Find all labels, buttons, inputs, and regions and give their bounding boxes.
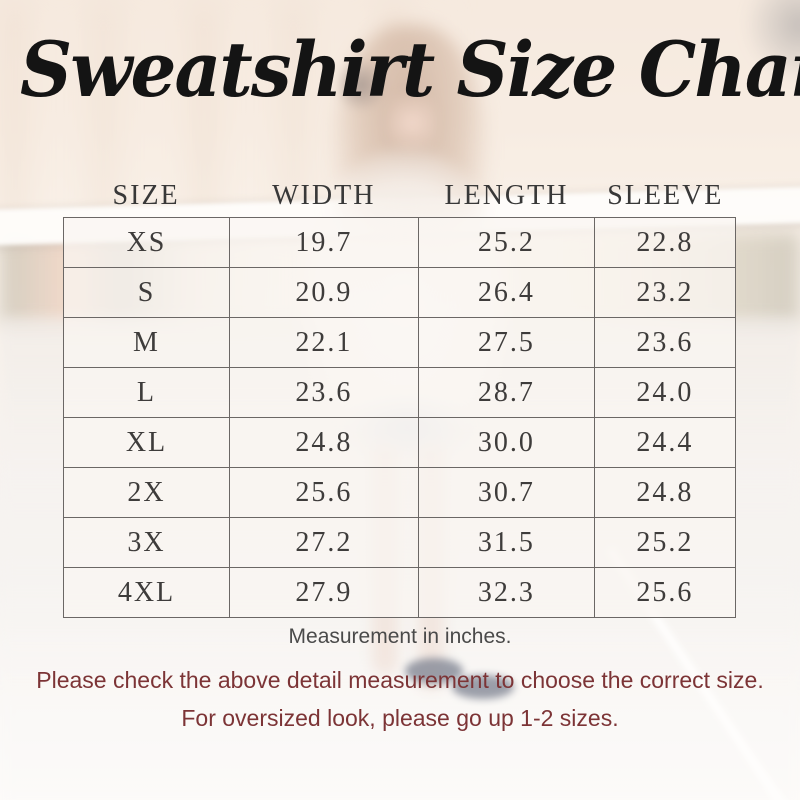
column-header-width: WIDTH [272, 180, 376, 211]
table-row: L 23.6 28.7 24.0 [63, 367, 737, 418]
table-column-headers: SIZE WIDTH LENGTH SLEEVE [63, 180, 736, 212]
cell-length: 32.3 [417, 567, 595, 618]
cell-length: 28.7 [417, 367, 595, 418]
cell-size: M [63, 317, 230, 368]
size-advice-note: Please check the above detail measuremen… [36, 667, 764, 693]
oversized-advice-note: For oversized look, please go up 1-2 siz… [181, 705, 619, 731]
cell-length: 26.4 [417, 267, 595, 318]
woman-face [388, 85, 436, 160]
cell-width: 19.7 [228, 217, 419, 268]
size-table: XS 19.7 25.2 22.8 S 20.9 26.4 23.2 M 22.… [63, 217, 737, 618]
cell-sleeve: 24.4 [593, 417, 737, 468]
cell-sleeve: 25.2 [593, 517, 737, 568]
cell-size: XS [63, 217, 230, 268]
cell-size: S [63, 267, 230, 318]
table-row: 2X 25.6 30.7 24.8 [63, 467, 737, 518]
column-header-size: SIZE [112, 180, 180, 211]
cell-size: 3X [63, 517, 230, 568]
cell-width: 20.9 [228, 267, 419, 318]
cell-size: 4XL [63, 567, 230, 618]
cell-length: 30.7 [417, 467, 595, 518]
cell-size: L [63, 367, 230, 418]
cell-length: 31.5 [417, 517, 595, 568]
cell-length: 25.2 [417, 217, 595, 268]
table-row: 4XL 27.9 32.3 25.6 [63, 567, 737, 618]
column-header-sleeve: SLEEVE [607, 180, 724, 211]
woman-right-shoe [452, 675, 514, 699]
table-row: XL 24.8 30.0 24.4 [63, 417, 737, 468]
cell-sleeve: 23.2 [593, 267, 737, 318]
cell-width: 27.2 [228, 517, 419, 568]
cell-sleeve: 24.0 [593, 367, 737, 418]
woman-headphones [338, 55, 384, 115]
cell-sleeve: 23.6 [593, 317, 737, 368]
column-header-length: LENGTH [444, 180, 569, 211]
cell-sleeve: 25.6 [593, 567, 737, 618]
woman-left-shoe [405, 658, 463, 684]
cell-length: 27.5 [417, 317, 595, 368]
table-row: 3X 27.2 31.5 25.2 [63, 517, 737, 568]
cell-width: 22.1 [228, 317, 419, 368]
cell-width: 27.9 [228, 567, 419, 618]
table-row: S 20.9 26.4 23.2 [63, 267, 737, 318]
cell-width: 25.6 [228, 467, 419, 518]
cell-width: 24.8 [228, 417, 419, 468]
cell-length: 30.0 [417, 417, 595, 468]
cell-size: 2X [63, 467, 230, 518]
table-row: XS 19.7 25.2 22.8 [63, 217, 737, 268]
table-row: M 22.1 27.5 23.6 [63, 317, 737, 368]
cell-sleeve: 22.8 [593, 217, 737, 268]
cell-size: XL [63, 417, 230, 468]
cell-width: 23.6 [228, 367, 419, 418]
measurement-unit-note: Measurement in inches. [288, 625, 512, 648]
page-title: Sweatshirt Size Chart [20, 25, 800, 114]
cell-sleeve: 24.8 [593, 467, 737, 518]
